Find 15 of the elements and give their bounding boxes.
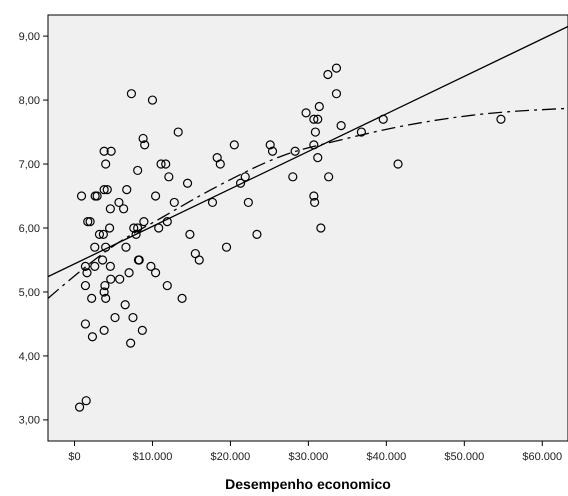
- x-tick-label: $0: [68, 451, 81, 463]
- y-tick-label: 4,00: [18, 350, 40, 363]
- y-tick-label: 3,00: [18, 414, 40, 427]
- y-tick-label: 5,00: [18, 286, 40, 299]
- x-tick-label: $30.000: [288, 451, 328, 463]
- x-tick-label: $40.000: [366, 451, 406, 463]
- x-tick-label: $60.000: [522, 451, 562, 463]
- x-axis-title: Desempenho economico: [225, 476, 391, 492]
- y-tick-label: 8,00: [18, 94, 40, 107]
- y-tick-label: 6,00: [18, 222, 40, 235]
- x-tick-label: $20.000: [210, 451, 250, 463]
- y-tick-label: 7,00: [18, 158, 40, 171]
- x-tick-label: $10.000: [132, 451, 172, 463]
- y-tick-label: 9,00: [18, 30, 40, 43]
- x-tick-label: $50.000: [444, 451, 484, 463]
